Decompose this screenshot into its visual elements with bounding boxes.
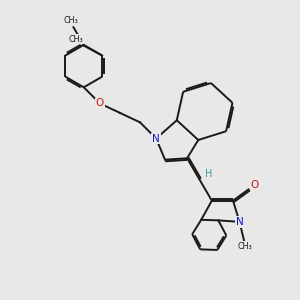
Text: O: O [250,180,259,190]
Text: H: H [205,169,213,179]
Text: N: N [236,217,243,227]
Text: CH₃: CH₃ [237,242,252,251]
Text: CH₃: CH₃ [63,16,78,25]
Text: O: O [96,98,104,109]
Text: N: N [152,134,160,143]
Text: CH₃: CH₃ [68,35,83,44]
